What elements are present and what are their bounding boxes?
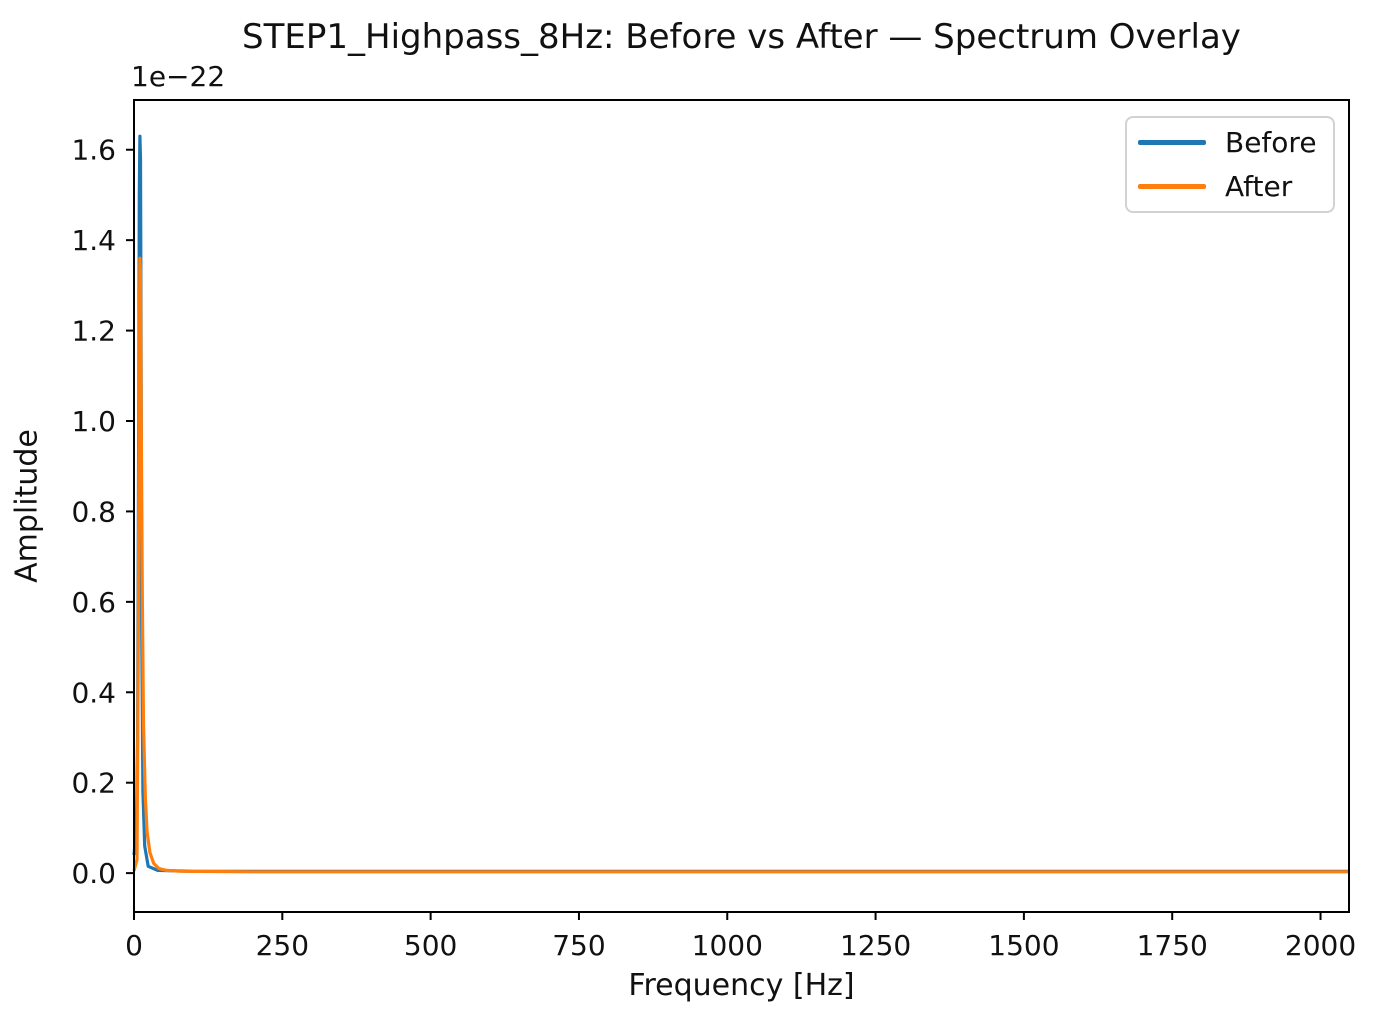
x-tick-label: 500 (404, 929, 457, 962)
legend-label-before: Before (1225, 125, 1317, 159)
y-tick-label: 0.2 (71, 767, 116, 800)
legend-entry-before: Before (1138, 125, 1333, 159)
series-line-after (132, 256, 1349, 874)
x-tick-label: 1500 (988, 929, 1059, 962)
legend-label-after: After (1225, 169, 1293, 203)
x-tick-label: 1250 (840, 929, 911, 962)
y-tick-label: 0.4 (71, 676, 116, 709)
x-tick-label: 250 (256, 929, 309, 962)
legend-line-after-swatch (1138, 184, 1206, 189)
series-line-before (132, 134, 1349, 873)
chart-title: STEP1_Highpass_8Hz: Before vs After — Sp… (242, 17, 1241, 57)
y-axis-label: Amplitude (9, 429, 45, 583)
y-axis-offset-text: 1e−22 (131, 60, 226, 93)
y-tick-label: 0.0 (71, 857, 116, 890)
y-tick-label: 1.0 (71, 405, 116, 438)
x-tick-label: 2000 (1285, 929, 1356, 962)
x-tick-label: 750 (552, 929, 605, 962)
y-tick-label: 1.6 (71, 134, 116, 167)
x-axis-label: Frequency [Hz] (628, 968, 855, 1003)
y-tick-label: 0.8 (71, 495, 116, 528)
x-tick-label: 1000 (692, 929, 763, 962)
x-tick-label: 0 (125, 929, 143, 962)
plot-frame (133, 99, 1350, 913)
legend: Before After (1125, 116, 1335, 213)
legend-entry-after: After (1138, 169, 1333, 203)
x-tick-label: 1750 (1137, 929, 1208, 962)
y-tick-label: 1.2 (71, 315, 116, 348)
y-tick-label: 0.6 (71, 586, 116, 619)
legend-line-before-swatch (1138, 140, 1206, 145)
y-tick-label: 1.4 (71, 224, 116, 257)
